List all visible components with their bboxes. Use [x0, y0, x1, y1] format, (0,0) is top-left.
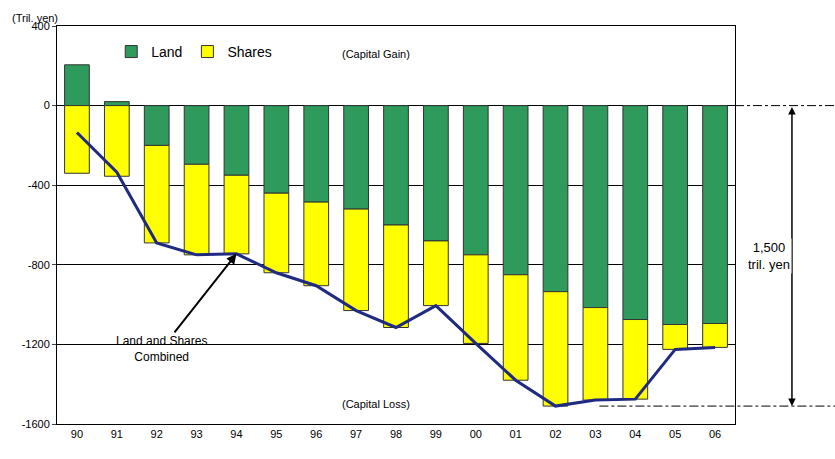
svg-text:02: 02 [549, 428, 561, 440]
svg-text:90: 90 [71, 428, 83, 440]
svg-text:Land: Land [151, 44, 182, 60]
svg-text:400: 400 [31, 20, 49, 32]
svg-text:94: 94 [230, 428, 242, 440]
svg-text:92: 92 [151, 428, 163, 440]
svg-text:-1200: -1200 [22, 338, 50, 350]
svg-text:1,500tril. yen: 1,500tril. yen [748, 240, 790, 272]
svg-text:91: 91 [111, 428, 123, 440]
svg-text:-400: -400 [28, 179, 50, 191]
svg-text:97: 97 [350, 428, 362, 440]
svg-text:03: 03 [589, 428, 601, 440]
svg-text:-1600: -1600 [22, 418, 50, 430]
svg-text:96: 96 [310, 428, 322, 440]
svg-text:93: 93 [190, 428, 202, 440]
svg-text:06: 06 [709, 428, 721, 440]
svg-text:99: 99 [430, 428, 442, 440]
svg-text:Shares: Shares [227, 44, 271, 60]
svg-text:0: 0 [44, 99, 50, 111]
svg-text:98: 98 [390, 428, 402, 440]
svg-text:05: 05 [669, 428, 681, 440]
svg-text:01: 01 [510, 428, 522, 440]
svg-text:Land and SharesCombined: Land and SharesCombined [116, 334, 207, 364]
svg-text:00: 00 [470, 428, 482, 440]
svg-text:(Capital Gain): (Capital Gain) [342, 48, 410, 60]
svg-text:95: 95 [270, 428, 282, 440]
svg-text:-800: -800 [28, 259, 50, 271]
svg-text:(Capital Loss): (Capital Loss) [342, 398, 410, 410]
svg-text:(Tril. yen): (Tril. yen) [12, 12, 58, 24]
svg-text:04: 04 [629, 428, 641, 440]
